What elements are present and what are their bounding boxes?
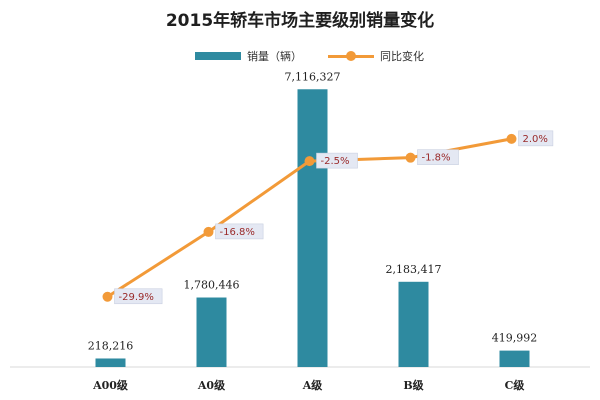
line-point-2 [304,156,315,167]
category-label-1: A0级 [197,378,226,392]
bar-3 [398,281,429,367]
line-point-3 [405,152,416,163]
line-label-box-0 [114,288,163,305]
line-point-4 [506,133,517,144]
line-label-box-1 [215,223,264,240]
line-label-3: -1.8% [422,153,451,164]
bar-2 [297,89,328,368]
category-label-3: B级 [403,378,424,392]
line-label-0: -29.9% [119,292,154,303]
bar-label-2: 7,116,327 [285,70,341,83]
bar-4 [499,350,530,367]
category-label-2: A级 [302,378,324,392]
line-label-box-4 [518,130,554,147]
line-label-4: 2.0% [523,134,548,145]
bar-0 [95,358,126,367]
category-label-4: C级 [505,378,526,392]
legend-label-yoy: 同比变化 [380,50,424,63]
legend-item-yoy: 同比变化 [328,48,424,64]
chart-legend: 销量（辆） 同比变化 [195,46,450,66]
line-label-box-2 [316,152,358,169]
line-label-box-3 [417,149,459,165]
chart-title: 2015年轿车市场主要级别销量变化 [165,11,435,31]
line-point-1 [203,226,214,237]
bar-label-0: 218,216 [88,339,134,352]
bar-label-1: 1,780,446 [184,279,240,292]
legend-swatch-bar [195,52,241,60]
line-point-0 [102,291,113,302]
bar-label-3: 2,183,417 [386,263,442,276]
bar-1 [196,297,227,367]
category-label-0: A00级 [92,378,129,392]
legend-item-sales: 销量（辆） [195,48,302,64]
line-label-1: -16.8% [220,227,255,238]
bar-label-4: 419,992 [492,332,538,345]
line-label-2: -2.5% [321,156,350,167]
legend-swatch-line [328,51,374,61]
legend-label-sales: 销量（辆） [247,50,302,63]
